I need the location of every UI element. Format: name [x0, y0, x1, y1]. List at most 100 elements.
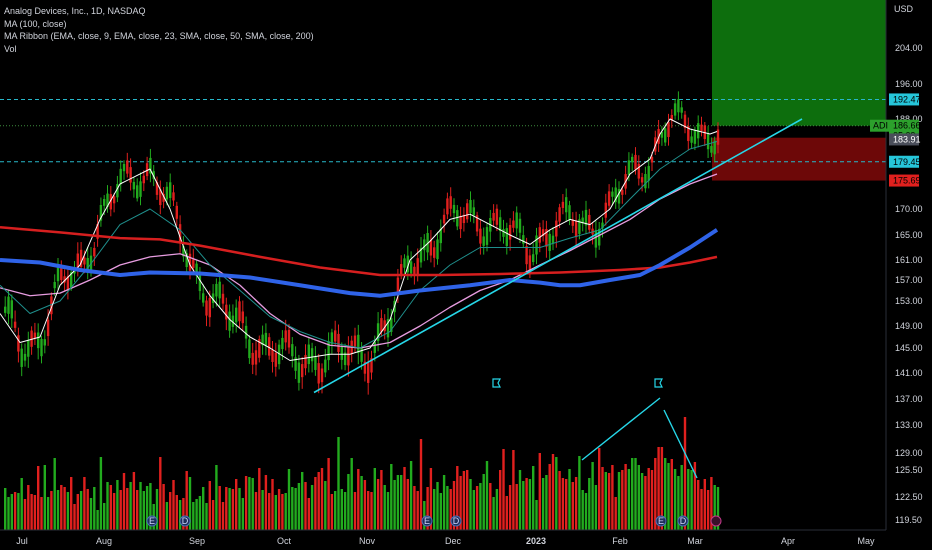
- volume-bar: [578, 456, 581, 530]
- candle-body: [383, 320, 386, 332]
- volume-bar: [571, 482, 574, 530]
- candle-body: [380, 318, 383, 332]
- volume-bar: [535, 500, 538, 530]
- volume-bar: [314, 477, 317, 530]
- volume-bar: [155, 489, 159, 530]
- volume-bar: [614, 497, 617, 530]
- volume-bar: [489, 483, 492, 530]
- volume-bar: [129, 482, 132, 530]
- volume-bar: [277, 489, 281, 530]
- candle-body: [423, 239, 426, 251]
- candle-body: [225, 304, 228, 320]
- volume-bar: [561, 478, 565, 530]
- volume-bar: [89, 498, 93, 530]
- volume-bar: [687, 469, 690, 530]
- volume-bar: [17, 493, 20, 530]
- volume-bar: [53, 458, 56, 530]
- candle-body: [515, 212, 518, 229]
- candle-body: [258, 339, 261, 358]
- event-marker-label: E: [149, 516, 155, 526]
- candle-body: [244, 325, 248, 339]
- candle-body: [466, 203, 469, 220]
- volume-bar: [469, 479, 472, 530]
- y-tick-label: 165.00: [895, 230, 923, 240]
- candle-body: [304, 354, 307, 369]
- candle-body: [70, 272, 73, 288]
- candle-body: [66, 276, 70, 291]
- volume-bar: [340, 489, 343, 530]
- candle-body: [631, 156, 634, 163]
- x-tick-label: Feb: [612, 536, 628, 546]
- volume-bar: [30, 494, 33, 530]
- stop-zone: [712, 137, 886, 181]
- candle-body: [195, 263, 198, 276]
- candle-body: [505, 228, 508, 246]
- volume-bar: [103, 503, 106, 530]
- candle-body: [264, 332, 268, 346]
- candle-body: [139, 181, 142, 197]
- candle-body: [650, 156, 654, 163]
- volume-bar: [231, 489, 235, 530]
- volume-bar: [244, 476, 248, 530]
- volume-bar: [211, 500, 215, 530]
- legend-ma100: MA (100, close): [4, 18, 67, 29]
- volume-bar: [297, 483, 301, 530]
- candle-body: [46, 319, 50, 337]
- legend-volume: Vol: [4, 43, 17, 54]
- candle-body: [561, 201, 565, 208]
- volume-bar: [508, 485, 512, 530]
- volume-bar: [588, 478, 591, 530]
- volume-bar: [284, 493, 287, 530]
- volume-bar: [66, 492, 70, 530]
- ema9-line: [0, 118, 718, 361]
- badge-symbol: [870, 119, 889, 132]
- volume-bar: [654, 458, 657, 530]
- candle-body: [409, 261, 413, 274]
- volume-bar: [690, 470, 693, 530]
- badge-symbol-text: ADI: [873, 121, 888, 131]
- event-marker-earnings-icon: [146, 515, 158, 527]
- volume-bar: [76, 494, 79, 530]
- candle-body: [482, 236, 485, 246]
- legend-title: Analog Devices, Inc., 1D, NASDAQ: [4, 6, 146, 16]
- candle-body: [525, 246, 528, 265]
- volume-bar: [657, 447, 660, 530]
- volume-bar: [145, 486, 149, 530]
- candle-body: [353, 335, 357, 347]
- candle-body: [215, 283, 218, 297]
- volume-bar: [367, 491, 370, 530]
- badge-stop-text: 175.69: [893, 176, 921, 186]
- volume-bar: [221, 502, 225, 530]
- volume-bar: [462, 471, 466, 530]
- volume-bar: [350, 458, 353, 530]
- candle-body: [446, 198, 449, 215]
- candle-body: [27, 339, 30, 357]
- volume-bar: [548, 464, 551, 530]
- badge-lower: [889, 155, 919, 168]
- event-marker-earnings-icon: [421, 515, 433, 527]
- candle-body: [495, 208, 499, 225]
- x-tick-label: May: [857, 536, 875, 546]
- candle-body: [442, 214, 446, 224]
- volume-bar: [178, 500, 182, 530]
- volume-bar: [499, 470, 502, 530]
- volume-bar: [647, 468, 650, 530]
- volume-bar: [522, 481, 525, 530]
- candle-body: [43, 339, 46, 346]
- volume-bar: [96, 510, 99, 530]
- candle-body: [337, 333, 340, 352]
- volume-bar: [670, 459, 673, 530]
- candle-body: [172, 192, 175, 201]
- candle-body: [568, 205, 571, 220]
- candle-body: [459, 215, 462, 230]
- x-tick-label: Dec: [445, 536, 462, 546]
- candle-body: [436, 239, 439, 260]
- volume-bar: [446, 486, 449, 530]
- x-tick-label: Oct: [277, 536, 292, 546]
- volume-bar: [238, 488, 241, 530]
- candle-body: [159, 189, 162, 206]
- candle-body: [7, 296, 10, 314]
- x-tick-label: Jul: [16, 536, 28, 546]
